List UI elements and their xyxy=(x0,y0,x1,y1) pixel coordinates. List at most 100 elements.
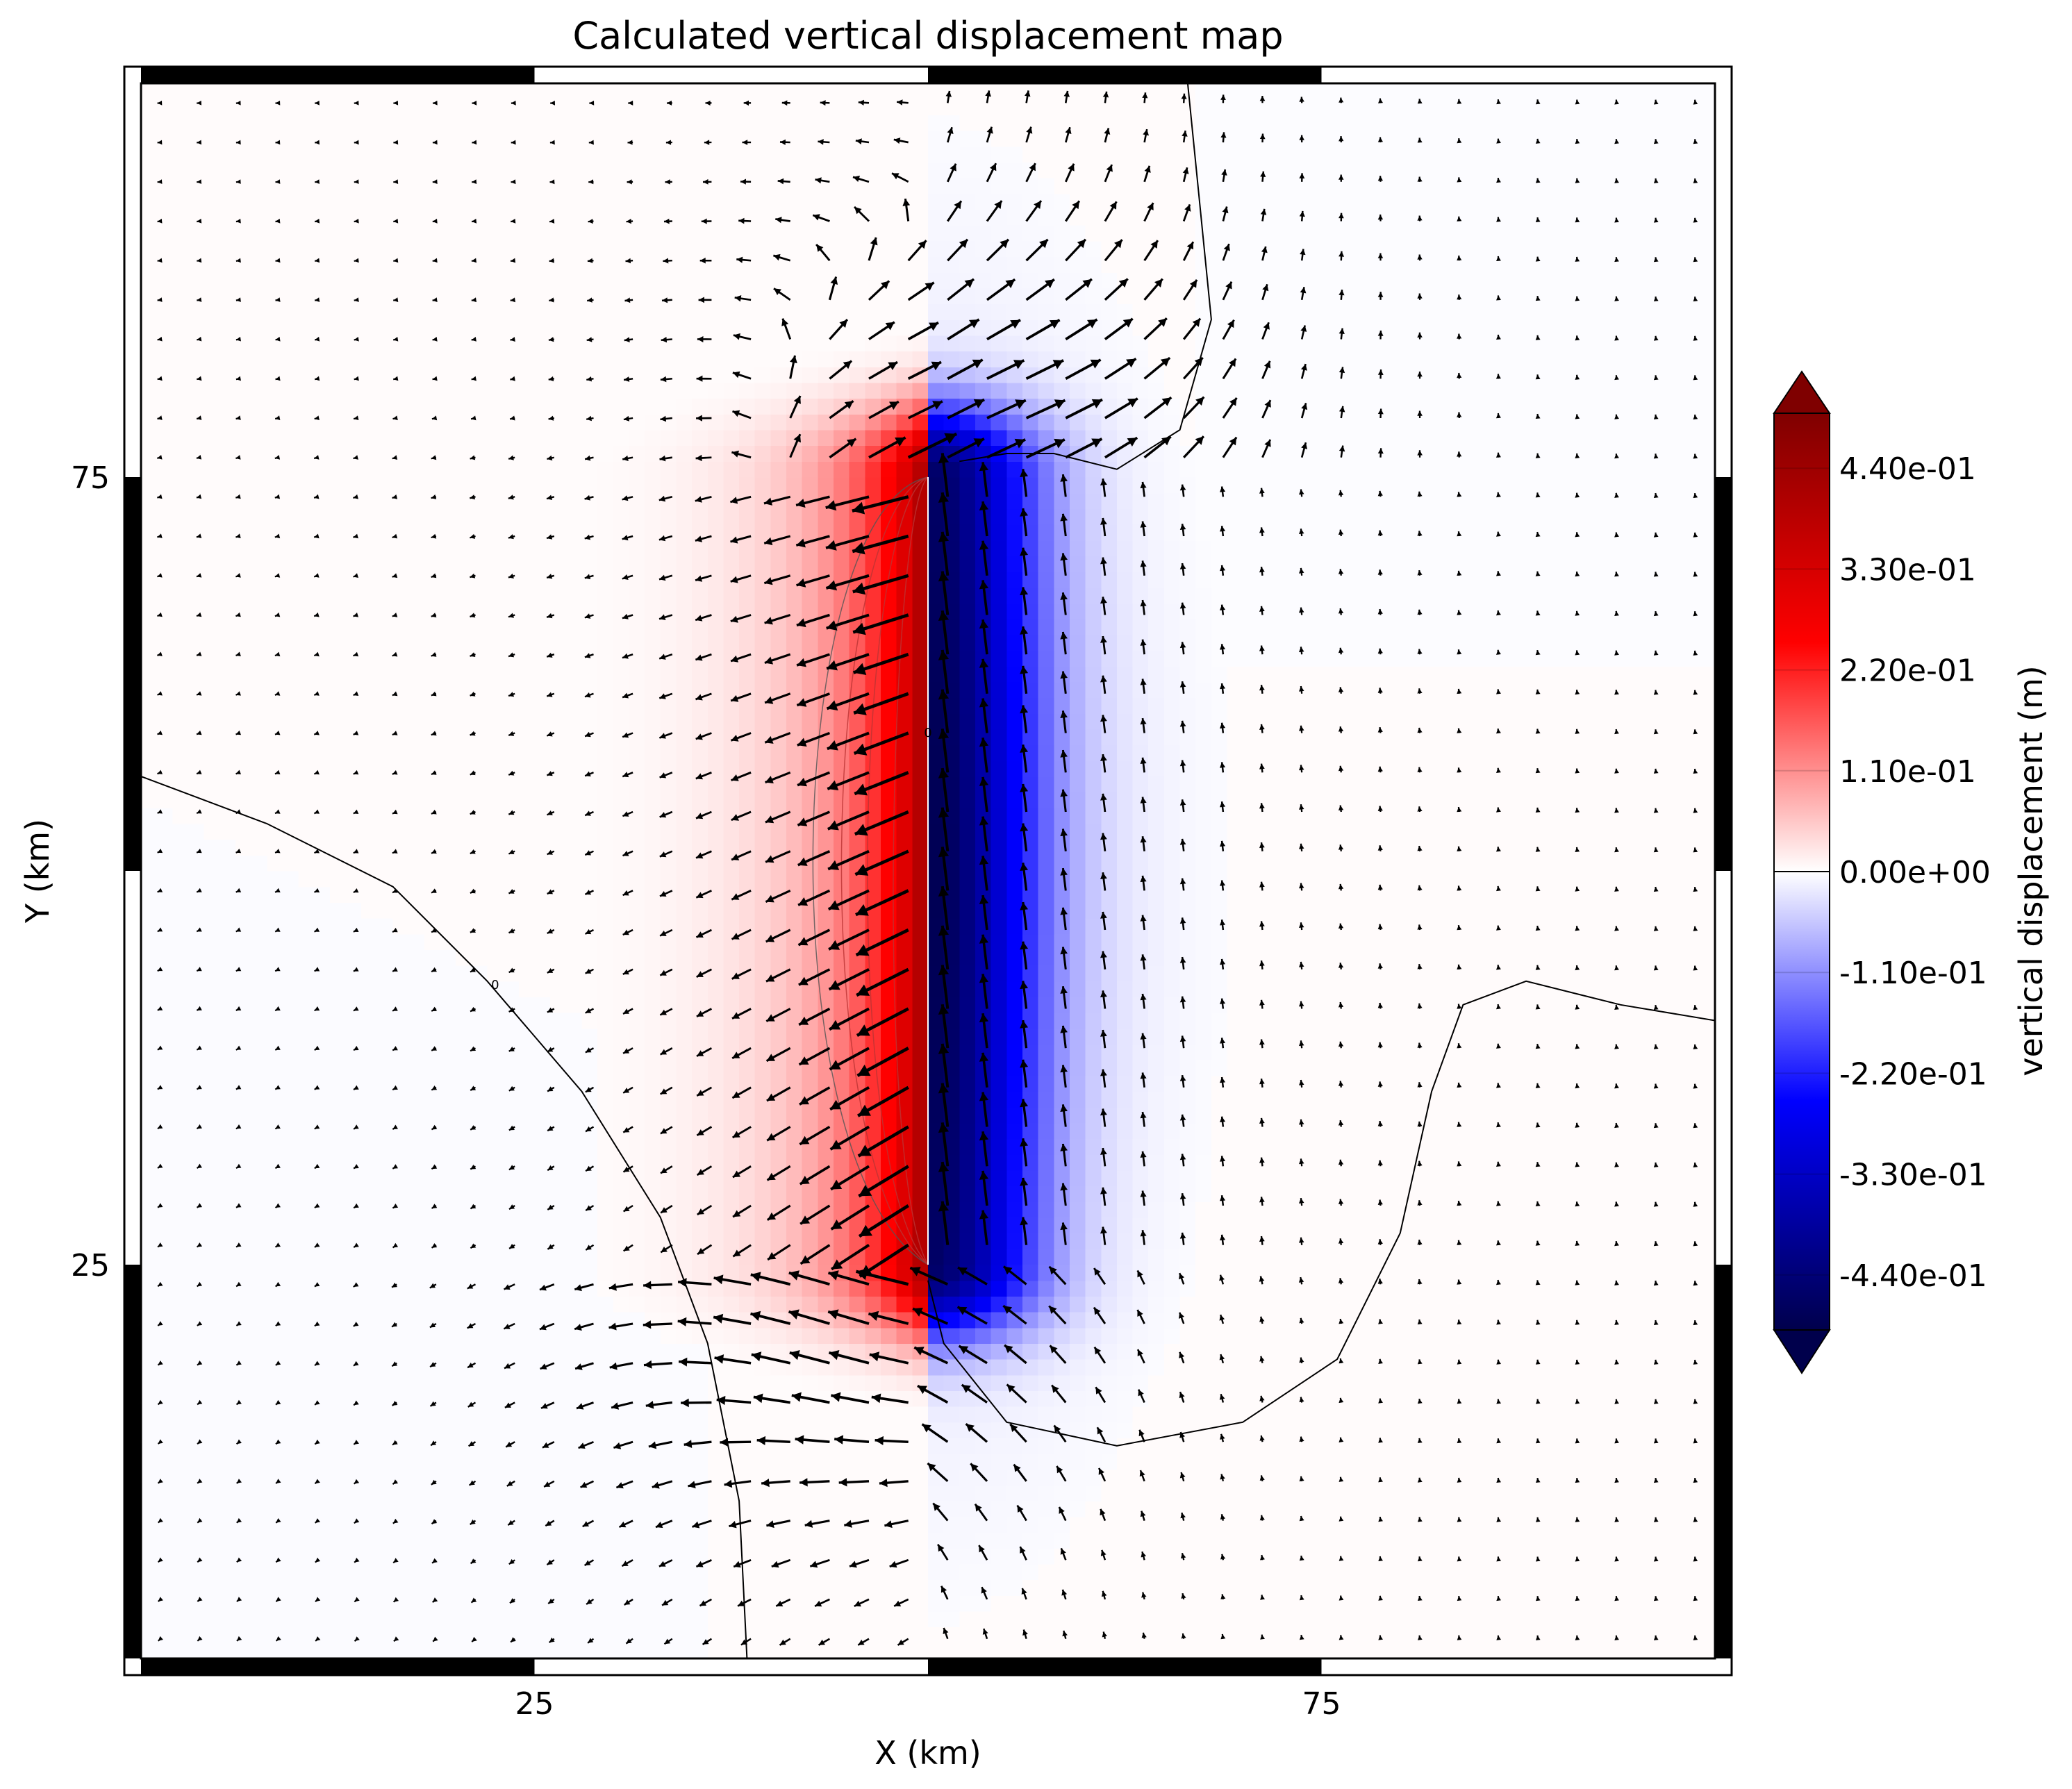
field-cell xyxy=(550,1107,567,1124)
field-cell xyxy=(156,1044,173,1060)
field-cell xyxy=(534,1249,551,1265)
field-cell xyxy=(707,414,724,431)
field-cell xyxy=(156,587,173,604)
field-cell xyxy=(550,1312,567,1329)
field-cell xyxy=(565,335,583,352)
field-cell xyxy=(786,1249,803,1265)
field-cell xyxy=(534,1626,551,1643)
field-cell xyxy=(188,603,205,619)
field-cell xyxy=(565,792,583,808)
field-cell xyxy=(565,1327,583,1344)
field-cell xyxy=(219,209,236,226)
field-cell xyxy=(802,193,818,210)
field-cell xyxy=(141,572,158,588)
field-cell xyxy=(629,1013,645,1029)
field-cell xyxy=(613,808,630,824)
field-cell xyxy=(881,1422,897,1439)
field-cell xyxy=(518,193,536,210)
field-cell xyxy=(392,634,409,651)
field-cell xyxy=(376,1091,394,1108)
field-cell xyxy=(235,902,252,919)
field-cell xyxy=(802,949,818,966)
field-cell xyxy=(849,351,865,367)
field-cell xyxy=(282,319,299,336)
field-cell xyxy=(172,556,189,572)
field-cell xyxy=(786,1516,803,1533)
field-cell xyxy=(282,1501,299,1517)
field-cell xyxy=(487,193,504,210)
field-cell xyxy=(786,256,803,273)
field-cell xyxy=(172,572,189,588)
field-cell xyxy=(597,131,614,147)
field-cell xyxy=(298,1485,315,1501)
field-cell xyxy=(141,949,158,966)
field-cell xyxy=(597,1233,614,1249)
field-cell xyxy=(156,1422,173,1439)
field-cell xyxy=(235,209,252,226)
field-cell xyxy=(487,146,504,163)
field-cell xyxy=(188,808,205,824)
field-cell xyxy=(141,492,158,509)
field-cell xyxy=(392,949,409,966)
field-cell xyxy=(440,1438,456,1454)
field-cell xyxy=(865,713,881,730)
field-cell xyxy=(251,713,267,730)
field-cell xyxy=(597,776,614,793)
field-cell xyxy=(896,1280,913,1297)
field-cell xyxy=(345,808,362,824)
field-cell xyxy=(581,1091,598,1108)
field-cell xyxy=(565,1312,583,1329)
field-cell xyxy=(518,1454,536,1470)
field-cell xyxy=(802,1454,818,1470)
field-cell xyxy=(156,1154,173,1171)
field-cell xyxy=(424,1091,441,1108)
field-cell xyxy=(518,1626,536,1643)
field-cell xyxy=(818,619,834,635)
field-cell xyxy=(707,1469,724,1486)
field-cell xyxy=(361,1122,378,1140)
field-cell xyxy=(849,178,865,194)
field-cell xyxy=(896,240,913,258)
field-cell xyxy=(188,288,205,305)
field-cell xyxy=(188,1501,205,1517)
field-cell xyxy=(865,1359,881,1376)
field-cell xyxy=(440,508,456,525)
field-cell xyxy=(613,225,630,242)
field-cell xyxy=(912,965,929,982)
field-cell xyxy=(581,1233,598,1249)
field-cell xyxy=(723,99,740,115)
field-cell xyxy=(912,1013,929,1029)
field-cell xyxy=(424,1028,441,1045)
field-cell xyxy=(786,1454,803,1470)
field-cell xyxy=(550,1359,567,1376)
field-cell xyxy=(204,540,220,556)
field-cell xyxy=(456,886,472,903)
field-cell xyxy=(597,933,614,950)
field-cell xyxy=(834,1044,850,1060)
field-cell xyxy=(645,288,661,305)
field-cell xyxy=(550,193,567,210)
field-cell xyxy=(818,1469,834,1486)
field-cell xyxy=(565,808,583,824)
field-cell xyxy=(581,162,598,178)
field-cell xyxy=(282,1485,299,1501)
field-cell xyxy=(408,335,425,352)
field-cell xyxy=(440,1312,456,1329)
field-cell xyxy=(314,1611,331,1628)
field-cell xyxy=(534,1579,551,1596)
field-cell xyxy=(251,1501,267,1517)
field-cell xyxy=(188,713,205,730)
field-cell xyxy=(676,1406,693,1423)
field-cell xyxy=(660,933,677,950)
field-cell xyxy=(188,681,205,699)
field-cell xyxy=(518,1075,536,1092)
field-cell xyxy=(896,367,913,383)
field-cell xyxy=(440,1532,456,1549)
field-cell xyxy=(471,1454,488,1470)
field-cell xyxy=(786,1548,803,1565)
field-cell xyxy=(204,1563,220,1581)
field-cell xyxy=(912,1359,929,1376)
field-cell xyxy=(392,792,409,808)
field-cell xyxy=(503,1343,520,1360)
field-cell xyxy=(440,1075,456,1092)
